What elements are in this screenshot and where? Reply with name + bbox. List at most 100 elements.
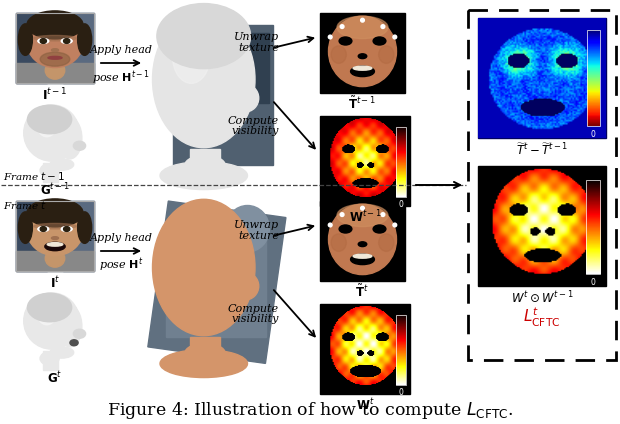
Text: $\mathbf{W}^{t}$: $\mathbf{W}^{t}$: [356, 397, 374, 413]
Text: $\tilde{\mathbf{T}}^{t}$: $\tilde{\mathbf{T}}^{t}$: [355, 284, 369, 300]
Ellipse shape: [40, 39, 46, 43]
Ellipse shape: [172, 29, 210, 84]
Ellipse shape: [40, 226, 46, 232]
Ellipse shape: [353, 254, 372, 258]
Ellipse shape: [27, 11, 83, 39]
Ellipse shape: [50, 347, 74, 358]
Bar: [478, 18, 606, 138]
Ellipse shape: [51, 49, 58, 51]
Bar: [148, 201, 286, 363]
Ellipse shape: [58, 306, 82, 347]
Bar: [16, 201, 94, 271]
Ellipse shape: [27, 17, 83, 67]
Ellipse shape: [226, 206, 269, 252]
Ellipse shape: [373, 37, 386, 45]
Text: 0: 0: [398, 200, 403, 209]
Ellipse shape: [339, 225, 352, 233]
Text: $L^t_{\mathrm{CFTC}}$: $L^t_{\mathrm{CFTC}}$: [523, 306, 560, 329]
Ellipse shape: [40, 164, 59, 177]
Text: Unwrap: Unwrap: [234, 32, 279, 42]
Ellipse shape: [24, 105, 79, 161]
Circle shape: [393, 223, 397, 227]
Ellipse shape: [153, 199, 255, 336]
Circle shape: [361, 206, 365, 210]
Text: $\mathbf{G}^{t}$: $\mathbf{G}^{t}$: [47, 370, 63, 385]
Circle shape: [361, 18, 365, 22]
Bar: [320, 304, 410, 394]
Ellipse shape: [329, 16, 397, 86]
Ellipse shape: [37, 302, 56, 325]
Ellipse shape: [48, 56, 62, 59]
Ellipse shape: [50, 159, 74, 170]
Ellipse shape: [160, 162, 247, 190]
Text: $\mathbf{I}^{t-1}$: $\mathbf{I}^{t-1}$: [42, 87, 68, 103]
Bar: [478, 166, 606, 286]
Bar: [320, 13, 405, 93]
Circle shape: [340, 213, 344, 217]
Bar: [16, 13, 94, 83]
Bar: [166, 229, 266, 337]
Ellipse shape: [27, 205, 83, 256]
Text: pose $\mathbf{H}^{t-1}$: pose $\mathbf{H}^{t-1}$: [92, 68, 150, 86]
Bar: [43, 163, 58, 182]
Bar: [16, 13, 47, 83]
Text: 0: 0: [590, 278, 595, 287]
Bar: [225, 33, 268, 103]
Circle shape: [381, 25, 385, 28]
Bar: [585, 180, 600, 274]
Bar: [16, 201, 94, 271]
Bar: [43, 351, 58, 370]
Ellipse shape: [185, 343, 225, 362]
Ellipse shape: [231, 272, 259, 300]
Ellipse shape: [353, 66, 372, 70]
Text: $W^t \odot W^{t-1}$: $W^t \odot W^{t-1}$: [511, 290, 574, 307]
Ellipse shape: [153, 11, 255, 148]
Ellipse shape: [64, 39, 70, 43]
Bar: [320, 116, 410, 206]
Ellipse shape: [379, 46, 394, 64]
Text: 0: 0: [398, 388, 403, 397]
Ellipse shape: [70, 340, 78, 346]
Ellipse shape: [27, 293, 72, 322]
Ellipse shape: [19, 24, 32, 56]
Text: Apply head: Apply head: [89, 45, 153, 55]
Ellipse shape: [73, 141, 86, 150]
Ellipse shape: [47, 243, 63, 246]
Ellipse shape: [24, 293, 79, 349]
Text: $\mathbf{W}^{t-1}$: $\mathbf{W}^{t-1}$: [348, 209, 381, 226]
Ellipse shape: [231, 84, 259, 112]
Bar: [396, 315, 405, 385]
Text: $\tilde{\mathbf{T}}^{t-1}$: $\tilde{\mathbf{T}}^{t-1}$: [348, 96, 376, 112]
Text: Compute: Compute: [228, 115, 279, 126]
Ellipse shape: [45, 250, 64, 267]
Bar: [16, 13, 94, 83]
Bar: [63, 201, 94, 271]
Ellipse shape: [331, 234, 347, 251]
Text: $\mathbf{I}^{t}$: $\mathbf{I}^{t}$: [50, 275, 60, 290]
Text: $\mathbf{G}^{t-1}$: $\mathbf{G}^{t-1}$: [40, 182, 70, 198]
Ellipse shape: [40, 52, 70, 66]
Text: Unwrap: Unwrap: [234, 220, 279, 230]
Ellipse shape: [45, 242, 65, 251]
Text: Apply head: Apply head: [89, 233, 153, 243]
Bar: [51, 232, 59, 239]
Bar: [587, 30, 600, 126]
Text: Figure 4: Illustration of how to compute $L_{\mathrm{CFTC}}$.: Figure 4: Illustration of how to compute…: [107, 400, 513, 421]
Ellipse shape: [350, 66, 374, 77]
Ellipse shape: [64, 226, 70, 232]
Ellipse shape: [37, 114, 56, 137]
Ellipse shape: [329, 204, 397, 275]
Ellipse shape: [78, 24, 92, 56]
Ellipse shape: [339, 37, 352, 45]
Ellipse shape: [33, 223, 76, 229]
Text: Compute: Compute: [228, 304, 279, 313]
Ellipse shape: [358, 242, 367, 247]
Ellipse shape: [58, 117, 82, 159]
Ellipse shape: [27, 199, 83, 227]
Circle shape: [340, 25, 344, 28]
Ellipse shape: [185, 156, 225, 174]
Ellipse shape: [337, 204, 388, 226]
Bar: [190, 337, 220, 368]
Ellipse shape: [61, 226, 72, 232]
Text: 0: 0: [591, 130, 596, 139]
